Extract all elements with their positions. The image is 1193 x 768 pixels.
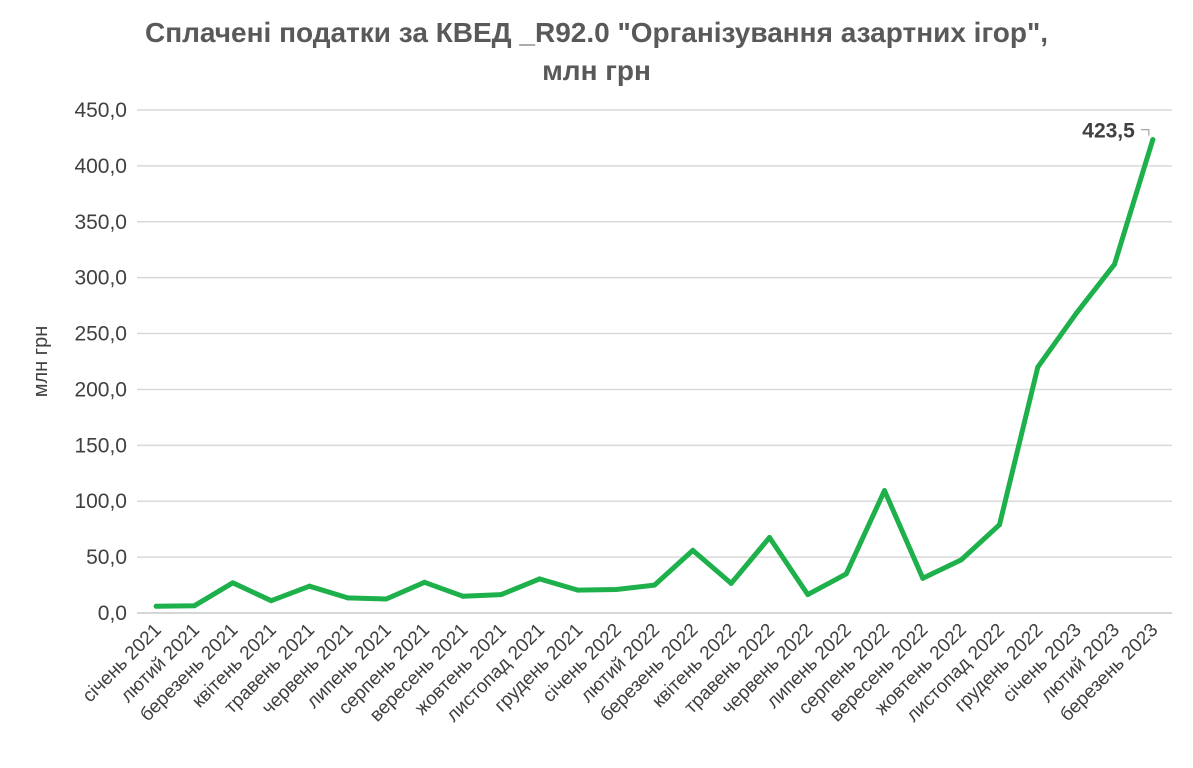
chart-title: Сплачені податки за КВЕД _R92.0 "Організ… — [0, 14, 1193, 90]
y-tick-label: 50,0 — [86, 546, 127, 569]
data-point — [460, 593, 466, 599]
chart-title-line-2: млн грн — [542, 55, 651, 86]
data-point — [613, 587, 619, 593]
data-point — [728, 580, 734, 586]
data-point — [268, 598, 274, 604]
y-tick-label: 450,0 — [74, 99, 127, 122]
data-point — [958, 557, 964, 563]
data-point — [767, 535, 772, 541]
data-point — [843, 571, 849, 577]
data-point — [383, 596, 389, 602]
y-tick-label: 350,0 — [74, 211, 127, 234]
y-tick-label: 200,0 — [74, 378, 127, 401]
data-point — [805, 592, 811, 598]
data-point — [1112, 261, 1117, 267]
y-tick-label: 0,0 — [98, 602, 127, 625]
data-point — [997, 522, 1002, 528]
data-point — [345, 595, 351, 601]
y-tick-label: 300,0 — [74, 267, 127, 290]
data-point — [422, 579, 427, 585]
data-point — [153, 603, 159, 609]
data-point — [575, 587, 581, 593]
chart-title-line-1: Сплачені податки за КВЕД _R92.0 "Організ… — [144, 17, 1048, 48]
data-point — [230, 580, 236, 586]
data-point — [1035, 364, 1041, 370]
y-tick-label: 100,0 — [74, 490, 127, 513]
data-point — [652, 582, 657, 588]
y-tick-label: 400,0 — [74, 155, 127, 178]
y-tick-label: 250,0 — [74, 323, 127, 346]
series-line — [153, 137, 1156, 609]
y-axis-title: млн грн — [30, 326, 52, 397]
data-point — [1073, 310, 1079, 316]
data-point — [690, 547, 696, 553]
data-point — [920, 575, 926, 581]
data-point — [1150, 137, 1156, 143]
data-point — [192, 603, 197, 609]
data-point — [882, 488, 887, 494]
data-point — [307, 583, 312, 589]
y-tick-label: 150,0 — [74, 434, 127, 457]
data-label: 423,5 — [1082, 120, 1135, 143]
data-point — [498, 592, 504, 598]
data-label-leader — [1140, 129, 1150, 136]
data-point — [537, 576, 542, 582]
